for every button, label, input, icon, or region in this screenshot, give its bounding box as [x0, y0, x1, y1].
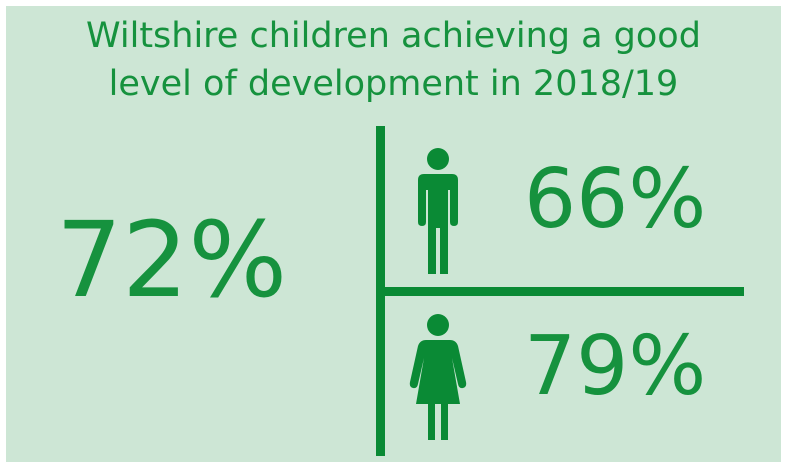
overall-percentage: 72% — [56, 199, 288, 321]
boys-percentage: 66% — [524, 152, 707, 247]
horizontal-divider — [376, 287, 744, 296]
female-figure-icon — [409, 314, 467, 440]
infographic-card — [6, 6, 781, 462]
title-line-1: Wiltshire children achieving a good — [86, 16, 701, 56]
girls-percentage: 79% — [524, 319, 707, 414]
male-figure-icon — [418, 148, 458, 274]
title-line-2: level of development in 2018/19 — [108, 64, 679, 104]
page-title: Wiltshire children achieving a good leve… — [0, 12, 787, 108]
